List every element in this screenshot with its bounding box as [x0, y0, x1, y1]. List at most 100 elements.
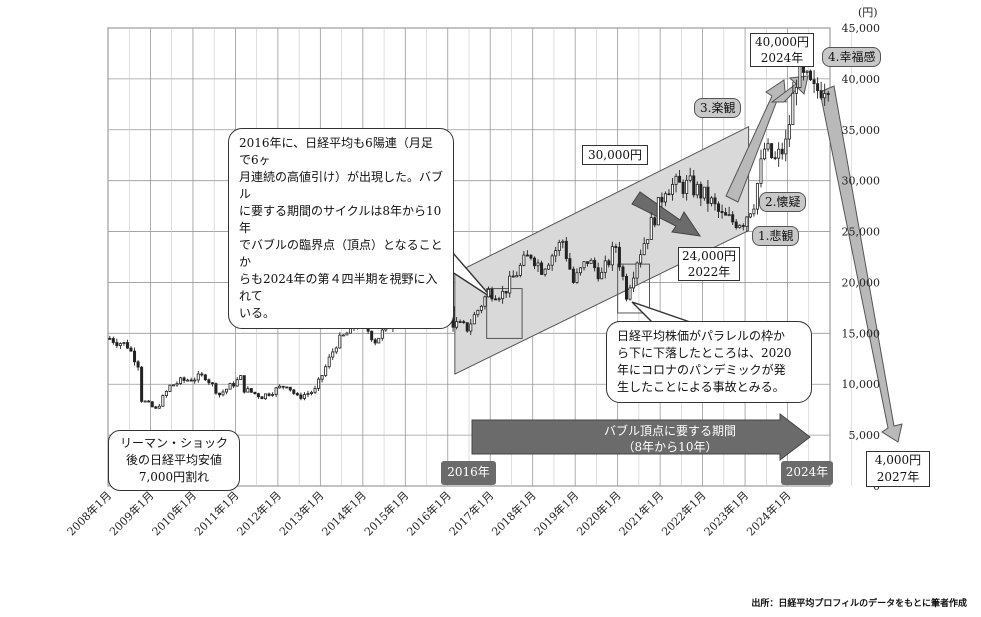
label-30000-text: 30,000円 — [588, 148, 642, 162]
candle-body — [787, 124, 791, 140]
candle-body — [532, 257, 536, 267]
candle-body — [755, 183, 759, 210]
candle-body — [256, 393, 260, 398]
candle-body — [118, 343, 122, 346]
candle-body — [472, 314, 476, 325]
candle-body — [320, 375, 324, 380]
candle-body — [816, 83, 820, 92]
candle-body — [150, 401, 154, 408]
callout-line: 年にコロナのパンデミックが発 — [617, 363, 786, 377]
candle-body — [550, 255, 554, 266]
candle-body — [260, 396, 264, 400]
candle-body — [607, 260, 611, 266]
x-tick-label: 2016年1月 — [404, 488, 454, 538]
candle-body — [490, 289, 494, 300]
candle-body — [327, 356, 331, 368]
label-4000: 4,000円 2027年 — [866, 451, 930, 487]
stage-optimism-text: 3.楽観 — [700, 101, 736, 115]
x-tick-label: 2018年1月 — [489, 488, 539, 538]
arrow-crash-2027 — [819, 85, 903, 443]
candle-body — [504, 290, 508, 294]
y-tick-label: 15,000 — [842, 327, 881, 340]
candle-body — [791, 92, 795, 126]
box-2020-highlight — [617, 263, 650, 314]
candle-body — [639, 254, 643, 264]
period-arrow-label: バブル頂点に要する期間 （8年から10年） — [520, 423, 820, 455]
candle-body — [770, 143, 774, 159]
lehman-note: リーマン・ショック 後の日経平均安値 7,000円割れ — [108, 430, 240, 491]
candle-body — [649, 217, 653, 240]
x-tick-label: 2014年1月 — [319, 488, 369, 538]
candle-body — [228, 383, 232, 390]
candle-body — [373, 339, 377, 344]
candle-body — [564, 240, 568, 259]
stage-euphoria-text: 4.幸福感 — [828, 50, 876, 64]
candle-body — [525, 254, 529, 257]
candle-body — [568, 258, 572, 270]
candle-body — [200, 373, 204, 376]
candle-body — [292, 389, 296, 394]
candle-body — [671, 184, 675, 195]
candle-body — [486, 289, 490, 298]
candle-body — [295, 393, 299, 396]
stage-skepticism-text: 2.懐疑 — [765, 195, 801, 209]
candle-body — [469, 323, 473, 332]
candle-body — [547, 264, 551, 270]
candle-body — [175, 383, 179, 386]
candle-body — [271, 394, 275, 396]
candle-body — [745, 216, 749, 227]
candle-body — [143, 400, 147, 403]
candle-body — [242, 375, 246, 393]
candle-body — [462, 321, 466, 324]
candle-body — [586, 261, 590, 264]
callout-line: いる。 — [239, 306, 276, 320]
candle-body — [522, 254, 526, 266]
label-40000-line: 2024年 — [760, 51, 804, 65]
candle-body — [540, 262, 544, 275]
stage-skepticism: 2.懐疑 — [759, 192, 807, 212]
candle-body — [780, 148, 784, 155]
candle-body — [642, 243, 646, 256]
candle-body — [713, 197, 717, 205]
stage-euphoria: 4.幸福感 — [822, 47, 882, 67]
y-tick-label: 10,000 — [842, 378, 881, 391]
candle-body — [497, 298, 501, 301]
candle-body — [812, 79, 816, 85]
candle-body — [706, 186, 710, 204]
callout-line: 日経平均株価がパラレルの枠か — [617, 329, 786, 343]
label-24000-line: 2022年 — [687, 265, 731, 279]
candle-body — [734, 221, 738, 228]
candle-body — [253, 391, 257, 395]
year-2024-text: 2024年 — [785, 465, 829, 479]
candle-body — [235, 379, 239, 387]
candle-body — [125, 342, 129, 349]
candle-body — [179, 377, 183, 384]
candle-body — [763, 148, 767, 160]
candle-body — [794, 87, 798, 94]
candle-body — [310, 391, 314, 394]
candle-body — [731, 214, 735, 223]
year-2016-box: 2016年 — [441, 461, 496, 485]
candle-body — [249, 388, 253, 393]
candle-body — [217, 392, 221, 396]
candle-body — [501, 290, 505, 300]
y-tick-label: 20,000 — [842, 276, 881, 289]
candle-body — [196, 373, 200, 381]
x-tick-label: 2020年1月 — [574, 488, 624, 538]
stage-optimism: 3.楽観 — [694, 98, 742, 118]
candle-body — [370, 330, 374, 341]
candle-body — [741, 225, 745, 227]
candle-body — [738, 225, 742, 228]
candle-body — [773, 157, 777, 160]
period-line: バブル頂点に要する期間 — [603, 424, 736, 438]
y-tick-label: 35,000 — [842, 124, 881, 137]
candle-body — [278, 385, 282, 389]
x-tick-label: 2019年1月 — [531, 488, 581, 538]
candle-body — [674, 175, 678, 185]
candle-body — [692, 175, 696, 196]
x-tick-label: 2017年1月 — [446, 488, 496, 538]
candle-body — [727, 214, 731, 217]
y-tick-label: 5,000 — [849, 429, 881, 442]
candle-body — [299, 394, 303, 399]
candle-body — [341, 334, 345, 337]
